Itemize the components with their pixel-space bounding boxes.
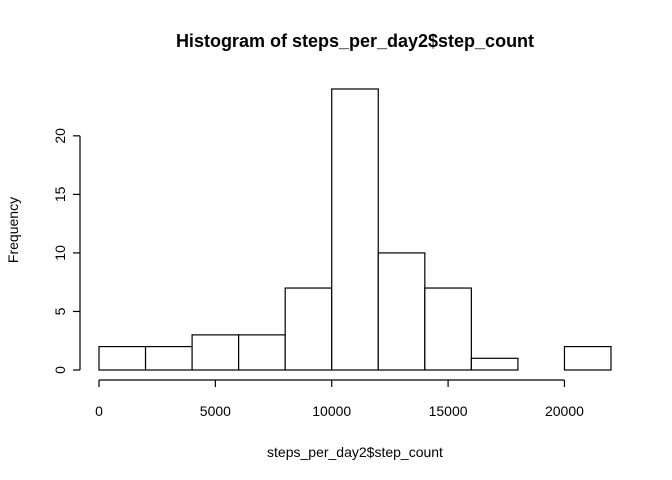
histogram-bar <box>191 334 240 371</box>
x-tick-label: 0 <box>95 403 103 419</box>
histogram-bar <box>377 252 426 371</box>
x-tick-label: 15000 <box>429 403 468 419</box>
y-tick-label: 10 <box>52 245 68 261</box>
histogram-bar <box>98 345 147 371</box>
y-tick-label: 20 <box>52 128 68 144</box>
x-tick-label: 20000 <box>545 403 584 419</box>
y-axis: 0 5 10 15 20 <box>52 128 81 374</box>
bars-group <box>98 88 612 371</box>
histogram-bar <box>144 345 193 371</box>
histogram-bar <box>424 287 472 371</box>
histogram-bar <box>331 88 379 371</box>
y-tick-label: 5 <box>52 307 68 315</box>
histogram-bar <box>470 357 519 371</box>
histogram-bar <box>563 345 612 371</box>
y-axis-label: Frequency <box>5 197 21 263</box>
chart-title: Histogram of steps_per_day2$step_count <box>176 31 534 51</box>
y-tick-label: 0 <box>52 366 68 374</box>
y-tick-label: 15 <box>52 186 68 202</box>
histogram-bar <box>284 287 333 371</box>
x-axis: 0 5000 10000 15000 20000 <box>95 379 584 419</box>
histogram-bar <box>238 334 286 371</box>
x-tick-label: 5000 <box>200 403 231 419</box>
x-tick-label: 10000 <box>312 403 351 419</box>
x-axis-label: steps_per_day2$step_count <box>267 444 443 460</box>
